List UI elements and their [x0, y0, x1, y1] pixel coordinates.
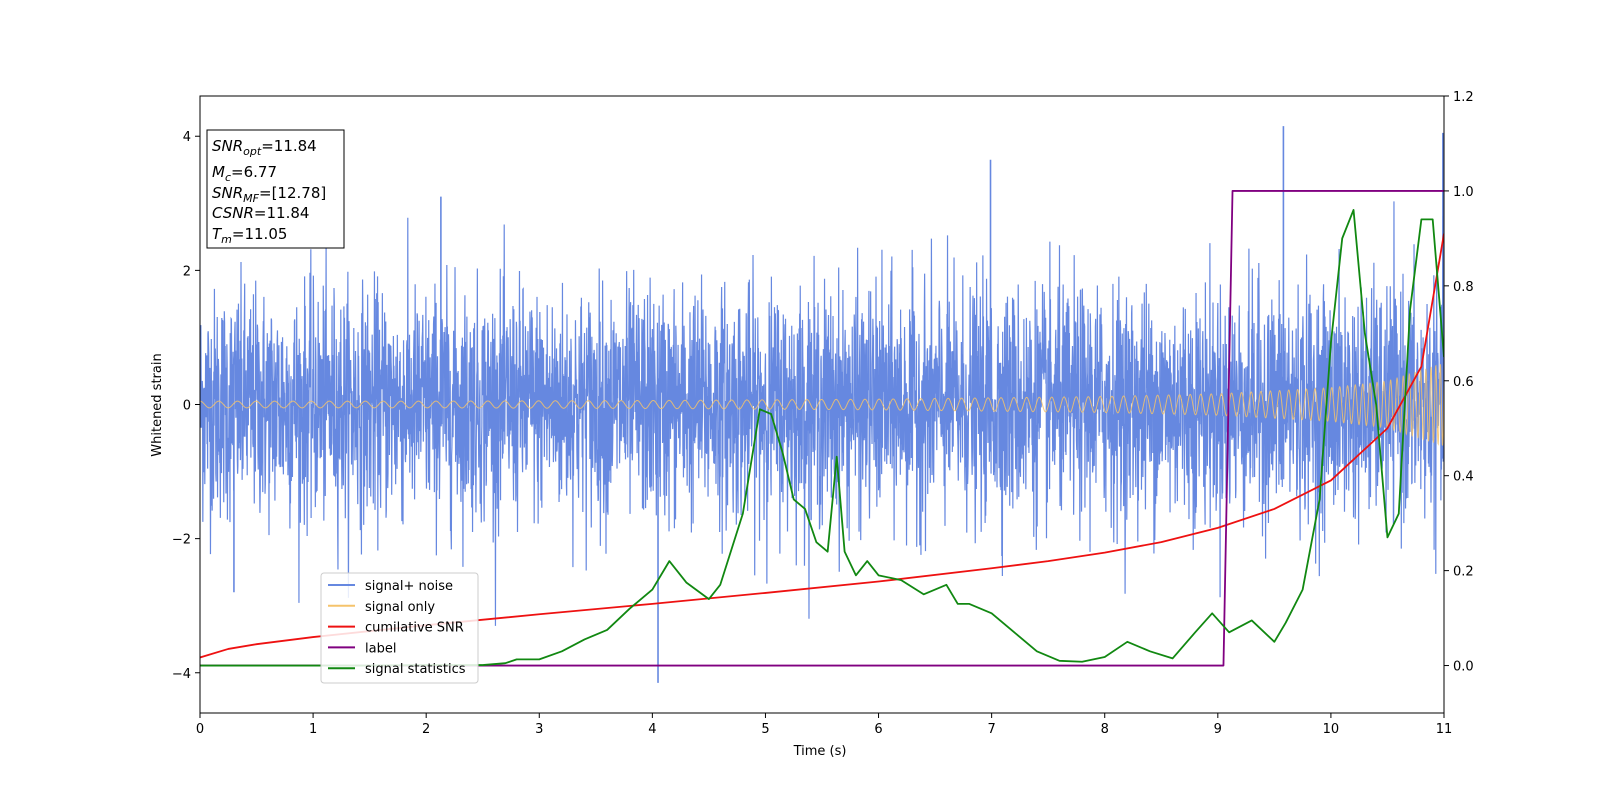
right-y-tick-label: 0.2 — [1453, 565, 1474, 580]
right-y-axis: 0.0 0.2 0.4 0.6 0.8 1.0 1.2 — [1444, 90, 1474, 675]
plot-area — [200, 126, 1444, 683]
series-signal-statistics-line — [200, 209, 1444, 667]
right-y-tick-label: 1.2 — [1453, 90, 1474, 105]
left-y-axis: −4 −2 0 2 4 — [172, 130, 200, 682]
legend-item-signal-only-label: signal only — [365, 600, 435, 615]
x-tick-label: 2 — [422, 722, 430, 737]
right-y-tick-label: 0.6 — [1453, 375, 1474, 390]
left-y-tick-label: 0 — [183, 399, 191, 414]
left-y-tick-label: 4 — [183, 130, 191, 145]
series-signal-only-line — [200, 363, 1444, 446]
legend-item-signal-statistics-label: signal statistics — [365, 662, 466, 677]
legend: signal+ noise signal only cumilative SNR la… — [320, 572, 479, 684]
x-tick-label: 4 — [648, 722, 656, 737]
left-y-tick-label: −2 — [172, 533, 191, 548]
y-axis-label: Whitened strain — [150, 353, 165, 456]
annotation-line: CSNR=11.84 — [212, 204, 309, 222]
x-tick-label: 11 — [1436, 722, 1453, 737]
right-y-tick-label: 0.8 — [1453, 280, 1474, 295]
x-tick-label: 5 — [761, 722, 769, 737]
right-y-tick-label: 1.0 — [1453, 185, 1474, 200]
x-axis-label: Time (s) — [793, 744, 847, 759]
legend-item-signal-noise-label: signal+ noise — [365, 579, 453, 594]
annotation-box-frame — [206, 129, 345, 249]
series-signal-noise-line — [200, 201, 1444, 626]
annotation-line: Mc=6.77 — [212, 163, 277, 184]
legend-item-cumulative-snr-label: cumilative SNR — [365, 621, 464, 636]
right-y-tick-label: 0.4 — [1453, 470, 1474, 485]
annotation-box: SNRopt=11.84 Mc=6.77SNRMF=[12.78]CSNR=11.… — [206, 129, 345, 249]
left-y-tick-label: 2 — [183, 264, 191, 279]
annotation-line: Tm=11.05 — [212, 225, 287, 246]
x-tick-label: 8 — [1101, 722, 1109, 737]
x-tick-label: 0 — [196, 722, 204, 737]
x-tick-label: 7 — [987, 722, 995, 737]
x-axis: 0 1 2 3 4 5 6 7 8 9 10 11 — [196, 713, 1452, 737]
x-tick-label: 9 — [1214, 722, 1222, 737]
series-layer — [200, 126, 1444, 683]
annotation-line: SNRopt=11.84 — [212, 137, 317, 158]
x-tick-label: 1 — [309, 722, 317, 737]
series-label-line — [200, 190, 1444, 667]
annotation-line: SNRMF=[12.78] — [212, 184, 326, 205]
right-y-tick-label: 0.0 — [1453, 660, 1474, 675]
x-tick-label: 3 — [535, 722, 543, 737]
series-cumulative-snr-line — [200, 233, 1444, 659]
x-tick-label: 6 — [874, 722, 882, 737]
legend-item-label-label: label — [365, 641, 396, 656]
left-y-tick-label: −4 — [172, 667, 191, 682]
x-tick-label: 10 — [1323, 722, 1340, 737]
legend-frame — [320, 572, 479, 684]
